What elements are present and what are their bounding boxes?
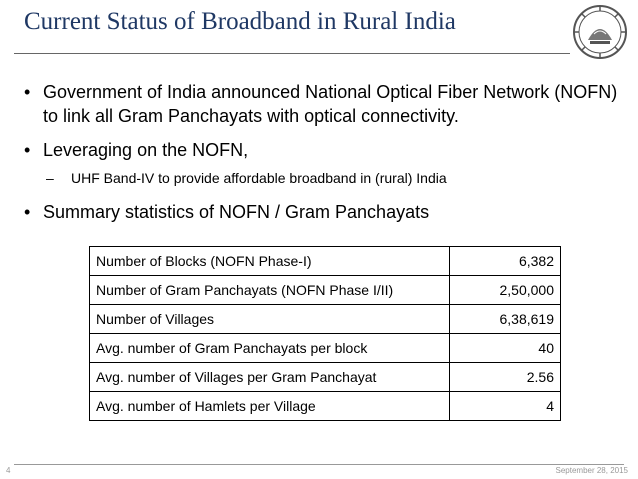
title-divider [14,53,570,54]
row-label: Avg. number of Hamlets per Village [89,391,450,421]
row-value: 6,382 [449,246,561,276]
bullet-item: • Leveraging on the NOFN, [22,138,622,162]
bullet-marker: • [24,140,31,160]
row-label: Avg. number of Gram Panchayats per block [89,333,450,363]
row-label: Number of Blocks (NOFN Phase-I) [89,246,450,276]
row-value: 40 [449,333,561,363]
bullet-text: Summary statistics of NOFN / Gram Pancha… [43,202,430,222]
row-label: Number of Gram Panchayats (NOFN Phase I/… [89,275,450,305]
table-row: Number of Blocks (NOFN Phase-I) 6,382 [89,246,561,276]
bullet-marker: • [24,202,31,222]
row-value: 6,38,619 [449,304,561,334]
bullet-text: Government of India announced National O… [43,82,618,126]
bullet-item: • Summary statistics of NOFN / Gram Panc… [22,200,622,224]
table-row: Avg. number of Gram Panchayats per block… [89,333,561,363]
row-value: 4 [449,391,561,421]
bullet-text: Leveraging on the NOFN, [43,140,249,160]
row-label: Avg. number of Villages per Gram Panchay… [89,362,450,392]
bullet-list: • Government of India announced National… [22,80,622,234]
sub-bullet-text: UHF Band-IV to provide affordable broadb… [71,170,447,186]
row-value: 2,50,000 [449,275,561,305]
bullet-item: • Government of India announced National… [22,80,622,128]
bullet-marker: • [24,82,31,102]
table-row: Avg. number of Hamlets per Village 4 [89,391,561,421]
statistics-table: Number of Blocks (NOFN Phase-I) 6,382 Nu… [89,246,561,421]
sub-bullet-item: – UHF Band-IV to provide affordable broa… [22,168,622,188]
table-row: Number of Villages 6,38,619 [89,304,561,334]
institute-logo-icon [573,5,627,59]
page-number: 4 [6,466,11,475]
row-label: Number of Villages [89,304,450,334]
row-value: 2.56 [449,362,561,392]
slide-date: September 28, 2015 [555,466,629,475]
slide-title: Current Status of Broadband in Rural Ind… [24,8,456,35]
sub-bullet-marker: – [46,170,54,186]
table-row: Number of Gram Panchayats (NOFN Phase I/… [89,275,561,305]
table-row: Avg. number of Villages per Gram Panchay… [89,362,561,392]
footer-divider [14,464,624,465]
